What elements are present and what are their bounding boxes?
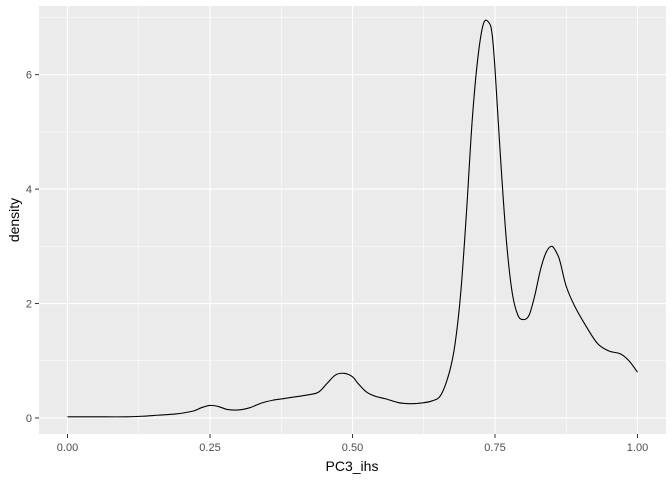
y-tick-label: 6 [26, 70, 32, 82]
x-tick-label: 0.75 [484, 442, 505, 454]
density-line [67, 19, 638, 418]
major-gridlines [39, 6, 666, 434]
y-axis-title: density [6, 198, 22, 242]
x-tick-label: 0.25 [199, 442, 220, 454]
y-tick-label: 0 [26, 413, 32, 425]
y-tick-label: 2 [26, 299, 32, 311]
x-tick-label: 0.50 [342, 442, 363, 454]
axis-tick-labels: 0.00 0.25 0.50 0.75 1.00 0 2 4 6 [26, 70, 648, 454]
x-tick-label: 0.00 [57, 442, 78, 454]
x-axis-title: PC3_ihs [326, 458, 379, 474]
x-tick-label: 1.00 [627, 442, 648, 454]
y-tick-label: 4 [26, 184, 32, 196]
axis-ticks [35, 74, 638, 438]
